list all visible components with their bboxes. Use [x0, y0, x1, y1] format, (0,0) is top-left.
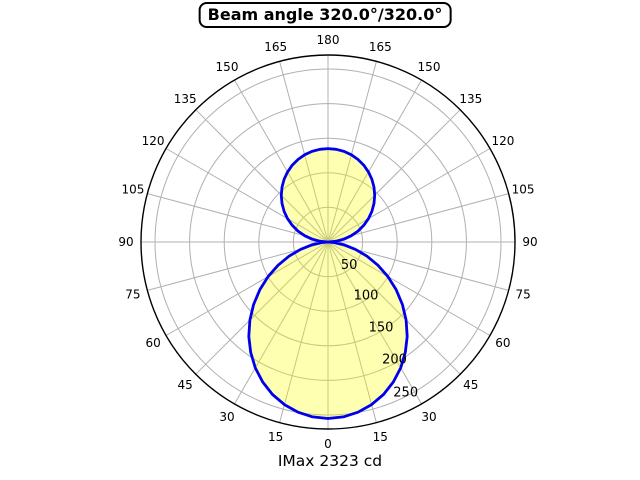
angle-tick-label: 90 — [522, 235, 537, 249]
polar-grid-spoke — [279, 241, 329, 423]
angle-tick-label: 60 — [145, 336, 160, 350]
angle-tick-label: 180 — [317, 33, 340, 47]
angle-tick-label: 150 — [216, 60, 239, 74]
angle-tick-label: 120 — [142, 134, 165, 148]
polar-grid-spoke — [327, 109, 461, 243]
angle-tick-label: 15 — [268, 430, 283, 444]
polar-grid-spoke — [279, 61, 329, 243]
polar-grid-spoke — [327, 241, 461, 375]
angle-tick-label: 75 — [515, 287, 530, 301]
polar-grid-spoke — [327, 241, 377, 423]
polar-grid-spoke — [327, 241, 491, 336]
angle-tick-label: 105 — [121, 183, 144, 197]
polar-grid-spoke — [234, 241, 329, 405]
angle-tick-label: 150 — [418, 60, 441, 74]
polar-grid-spoke — [195, 109, 329, 243]
angle-tick-label: 165 — [264, 40, 287, 54]
radius-tick-label: 200 — [382, 353, 407, 368]
chart-title: Beam angle 320.0°/320.0° — [198, 2, 452, 28]
radius-tick-label: 50 — [341, 258, 358, 273]
polar-grid-spoke — [327, 79, 422, 243]
polar-grid-spoke — [195, 241, 329, 375]
angle-tick-label: 165 — [369, 40, 392, 54]
angle-tick-label: 30 — [421, 410, 436, 424]
polar-grid-spoke — [165, 148, 329, 243]
polar-grid-spoke — [234, 79, 329, 243]
angle-tick-label: 45 — [178, 378, 193, 392]
angle-tick-label: 75 — [125, 287, 140, 301]
angle-tick-label: 135 — [174, 92, 197, 106]
polar-grid-spoke — [327, 241, 422, 405]
polar-grid-spoke — [327, 61, 377, 243]
polar-grid-spoke — [327, 148, 491, 243]
angle-tick-label: 30 — [219, 410, 234, 424]
angle-tick-label: 45 — [463, 378, 478, 392]
angle-tick-label: 90 — [118, 235, 133, 249]
beam-fill — [248, 148, 408, 419]
imax-label: IMax 2323 cd — [277, 452, 383, 470]
polar-axis-boundary — [140, 54, 516, 430]
radius-tick-label: 250 — [393, 386, 418, 401]
angle-tick-label: 0 — [324, 437, 332, 451]
angle-tick-label: 105 — [512, 183, 535, 197]
radius-tick-label: 100 — [354, 289, 379, 304]
angle-tick-label: 60 — [495, 336, 510, 350]
radius-tick-label: 150 — [369, 320, 394, 335]
polar-grid-spoke — [327, 193, 509, 243]
beam-curve — [247, 147, 409, 420]
angle-tick-label: 135 — [459, 92, 482, 106]
polar-grid-spoke — [147, 193, 329, 243]
angle-tick-label: 120 — [491, 134, 514, 148]
angle-tick-label: 15 — [373, 430, 388, 444]
polar-grid-spoke — [165, 241, 329, 336]
